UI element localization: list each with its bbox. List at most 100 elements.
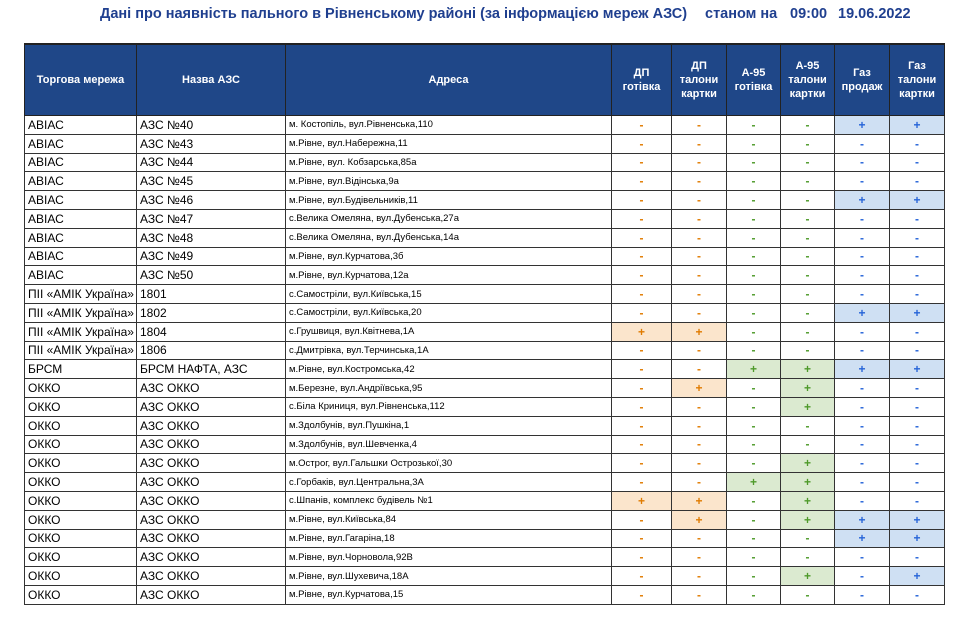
dp-coupons-status: + [671,509,727,530]
address-cell: м. Костопіль, вул.Рівненська,110 [285,115,612,135]
network-cell: ОККО [24,396,137,417]
a95-cash-status: - [726,246,781,267]
gas-sale-status: - [834,246,890,267]
address-cell: м.Рівне, вул.Костромська,42 [285,359,612,380]
table-row: АВІАС АЗС №48 с.Велика Омеляна, вул.Дубенс… [24,227,945,248]
a95-cash-status: - [726,490,781,511]
gas-coupons-status: + [889,528,945,549]
dp-cash-status: - [611,115,672,135]
gas-coupons-status: + [889,302,945,323]
a95-cash-status: - [726,584,781,605]
a95-cash-status: - [726,265,781,286]
a95-cash-status: - [726,190,781,210]
fuel-availability-table: Торгова мережа Назва АЗС Адреса ДП готів… [24,43,945,605]
dp-cash-status: - [611,415,672,436]
address-cell: м.Рівне, вул. Кобзарська,85а [285,152,612,173]
address-cell: м.Рівне, вул.Будівельників,11 [285,190,612,210]
dp-cash-status: - [611,453,672,474]
station-name-cell: АЗС ОККО [136,396,286,417]
station-name-cell: АЗС ОККО [136,547,286,568]
address-cell: м.Острог, вул.Гальшки Острозької,30 [285,453,612,474]
a95-coupons-status: - [780,115,835,135]
table-row: ОККО АЗС ОККО с.Шпанів, комплекс будівель … [24,490,945,511]
dp-coupons-status: - [671,359,727,380]
dp-coupons-status: - [671,340,727,361]
a95-cash-status: - [726,509,781,530]
a95-coupons-status: - [780,171,835,192]
gas-coupons-status: - [889,584,945,605]
dp-cash-status: - [611,152,672,173]
dp-cash-status: - [611,208,672,229]
table-row: ОККО АЗС ОККО м.Рівне, вул.Гагаріна,18- - - -… [24,528,945,549]
station-name-cell: АЗС №40 [136,115,286,135]
col-dp-coupons: ДП талони картки [671,43,727,116]
a95-coupons-status: + [780,490,835,511]
station-name-cell: АЗС №43 [136,133,286,154]
table-row: ПІІ «АМІК Україна» 1801 с.Самостріли, вул.… [24,284,945,304]
a95-coupons-status: - [780,265,835,286]
a95-coupons-status: + [780,453,835,474]
network-cell: ОККО [24,490,137,511]
network-cell: ОККО [24,415,137,436]
station-name-cell: АЗС ОККО [136,415,286,436]
col-address: Адреса [285,43,612,116]
table-row: ОККО АЗС ОККО с.Горбаків, вул.Центральна,3… [24,472,945,492]
dp-coupons-status: + [671,378,727,398]
dp-coupons-status: + [671,490,727,511]
network-cell: АВІАС [24,246,137,267]
dp-cash-status: - [611,340,672,361]
dp-cash-status: - [611,227,672,248]
dp-coupons-status: - [671,453,727,474]
gas-sale-status: - [834,265,890,286]
a95-coupons-status: - [780,190,835,210]
table-header-row: Торгова мережа Назва АЗС Адреса ДП готів… [24,43,945,116]
dp-coupons-status: - [671,528,727,549]
table-row: ПІІ «АМІК Україна» 1804 с.Грушвиця, вул.Кв… [24,321,945,342]
gas-coupons-status: - [889,434,945,455]
report-title: Дані про наявність пального в Рівненсько… [100,6,688,22]
dp-coupons-status: - [671,302,727,323]
a95-coupons-status: - [780,152,835,173]
address-cell: м.Рівне, вул.Київська,84 [285,509,612,530]
gas-sale-status: - [834,584,890,605]
a95-cash-status: - [726,434,781,455]
dp-coupons-status: - [671,208,727,229]
a95-cash-status: - [726,528,781,549]
a95-cash-status: - [726,453,781,474]
a95-cash-status: + [726,359,781,380]
a95-coupons-status: - [780,340,835,361]
address-cell: с.Самостріли, вул.Київська,15 [285,284,612,304]
station-name-cell: АЗС ОККО [136,584,286,605]
station-name-cell: АЗС №47 [136,208,286,229]
station-name-cell: АЗС ОККО [136,490,286,511]
table-row: БРСМ БРСМ НАФТА, АЗС м.Рівне, вул.Костромс… [24,359,945,380]
address-cell: с.Велика Омеляна, вул.Дубенська,27а [285,208,612,229]
station-name-cell: АЗС №45 [136,171,286,192]
network-cell: ОККО [24,566,137,586]
station-name-cell: АЗС №46 [136,190,286,210]
station-name-cell: АЗС ОККО [136,509,286,530]
dp-cash-status: - [611,378,672,398]
address-cell: с.Грушвиця, вул.Квітнева,1А [285,321,612,342]
dp-cash-status: - [611,566,672,586]
gas-coupons-status: - [889,171,945,192]
dp-cash-status: + [611,321,672,342]
dp-cash-status: - [611,528,672,549]
gas-coupons-status: + [889,190,945,210]
table-row: ОККО АЗС ОККО м.Острог, вул.Гальшки Остроз… [24,453,945,474]
table-row: АВІАС АЗС №43 м.Рівне, вул.Набережна,11- - -… [24,133,945,154]
network-cell: ПІІ «АМІК Україна» [24,302,137,323]
a95-coupons-status: - [780,133,835,154]
a95-coupons-status: + [780,396,835,417]
gas-coupons-status: - [889,284,945,304]
a95-coupons-status: - [780,227,835,248]
dp-coupons-status: - [671,566,727,586]
dp-coupons-status: - [671,190,727,210]
address-cell: м.Рівне, вул.Шухевича,18А [285,566,612,586]
address-cell: м.Березне, вул.Андріївська,95 [285,378,612,398]
a95-coupons-status: - [780,547,835,568]
gas-sale-status: - [834,284,890,304]
address-cell: с.Велика Омеляна, вул.Дубенська,14а [285,227,612,248]
dp-coupons-status: - [671,265,727,286]
gas-sale-status: + [834,509,890,530]
